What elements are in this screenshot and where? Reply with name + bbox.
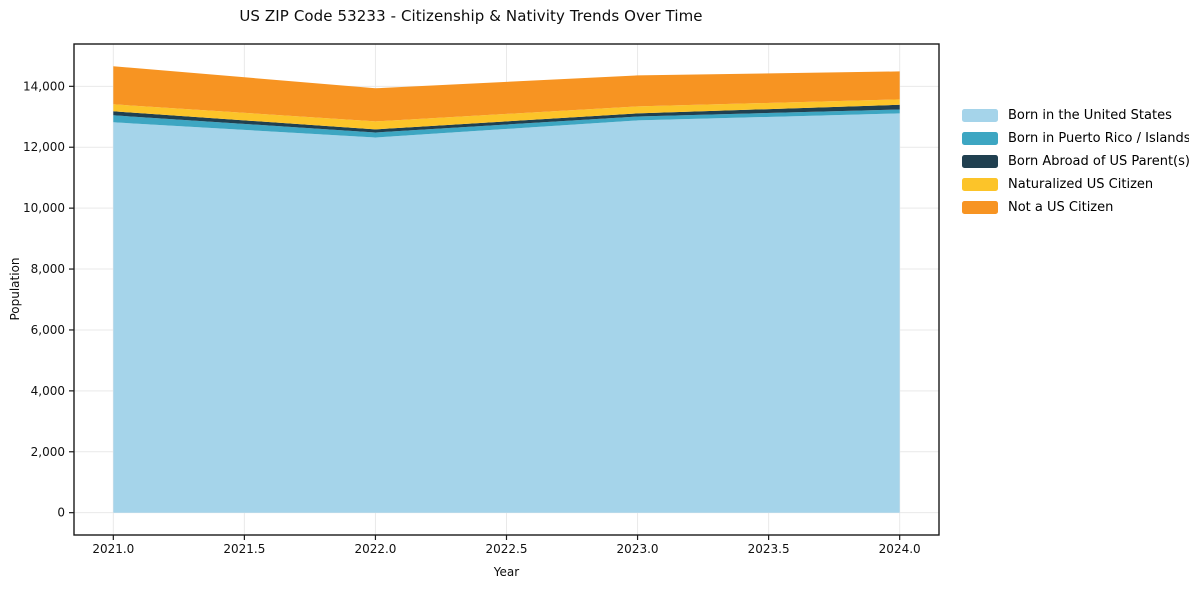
x-tick-label: 2024.0 <box>879 542 921 556</box>
legend-swatch <box>962 109 998 122</box>
y-tick-label: 6,000 <box>31 323 65 337</box>
y-tick-label: 2,000 <box>31 445 65 459</box>
y-tick-label: 8,000 <box>31 262 65 276</box>
area-series-born-in-puerto-rico-islands <box>113 109 900 138</box>
area-series-naturalized-us-citizen <box>113 99 900 130</box>
x-axis-label: Year <box>493 565 520 579</box>
y-tick-label: 4,000 <box>31 384 65 398</box>
legend-swatch <box>962 178 998 191</box>
area-series-born-abroad-of-us-parent-s- <box>113 104 900 133</box>
y-axis-label: Population <box>8 257 22 321</box>
legend-item: Not a US Citizen <box>962 196 1189 219</box>
x-tick-label: 2021.0 <box>92 542 134 556</box>
chart-title: US ZIP Code 53233 - Citizenship & Nativi… <box>239 7 703 25</box>
y-tick-label: 10,000 <box>23 201 65 215</box>
legend-swatch <box>962 155 998 168</box>
legend-label: Naturalized US Citizen <box>1008 177 1154 192</box>
legend-item: Born Abroad of US Parent(s) <box>962 150 1189 173</box>
legend-label: Born Abroad of US Parent(s) <box>1008 154 1189 169</box>
legend-swatch <box>962 132 998 145</box>
legend-item: Born in the United States <box>962 104 1189 127</box>
legend-item: Born in Puerto Rico / Islands <box>962 127 1189 150</box>
y-tick-label: 12,000 <box>23 140 65 154</box>
legend: Born in the United States Born in Puerto … <box>962 104 1189 219</box>
legend-item: Naturalized US Citizen <box>962 173 1189 196</box>
area-series-not-a-us-citizen <box>113 66 900 122</box>
x-tick-label: 2022.0 <box>354 542 396 556</box>
x-tick-label: 2023.5 <box>748 542 790 556</box>
x-tick-label: 2023.0 <box>617 542 659 556</box>
y-tick-label: 0 <box>57 506 65 520</box>
legend-label: Born in the United States <box>1008 108 1172 123</box>
legend-label: Born in Puerto Rico / Islands <box>1008 131 1189 146</box>
area-series-born-in-the-united-states <box>113 113 900 513</box>
x-tick-label: 2021.5 <box>223 542 265 556</box>
x-tick-label: 2022.5 <box>486 542 528 556</box>
y-tick-label: 14,000 <box>23 79 65 93</box>
legend-swatch <box>962 201 998 214</box>
legend-label: Not a US Citizen <box>1008 200 1114 215</box>
